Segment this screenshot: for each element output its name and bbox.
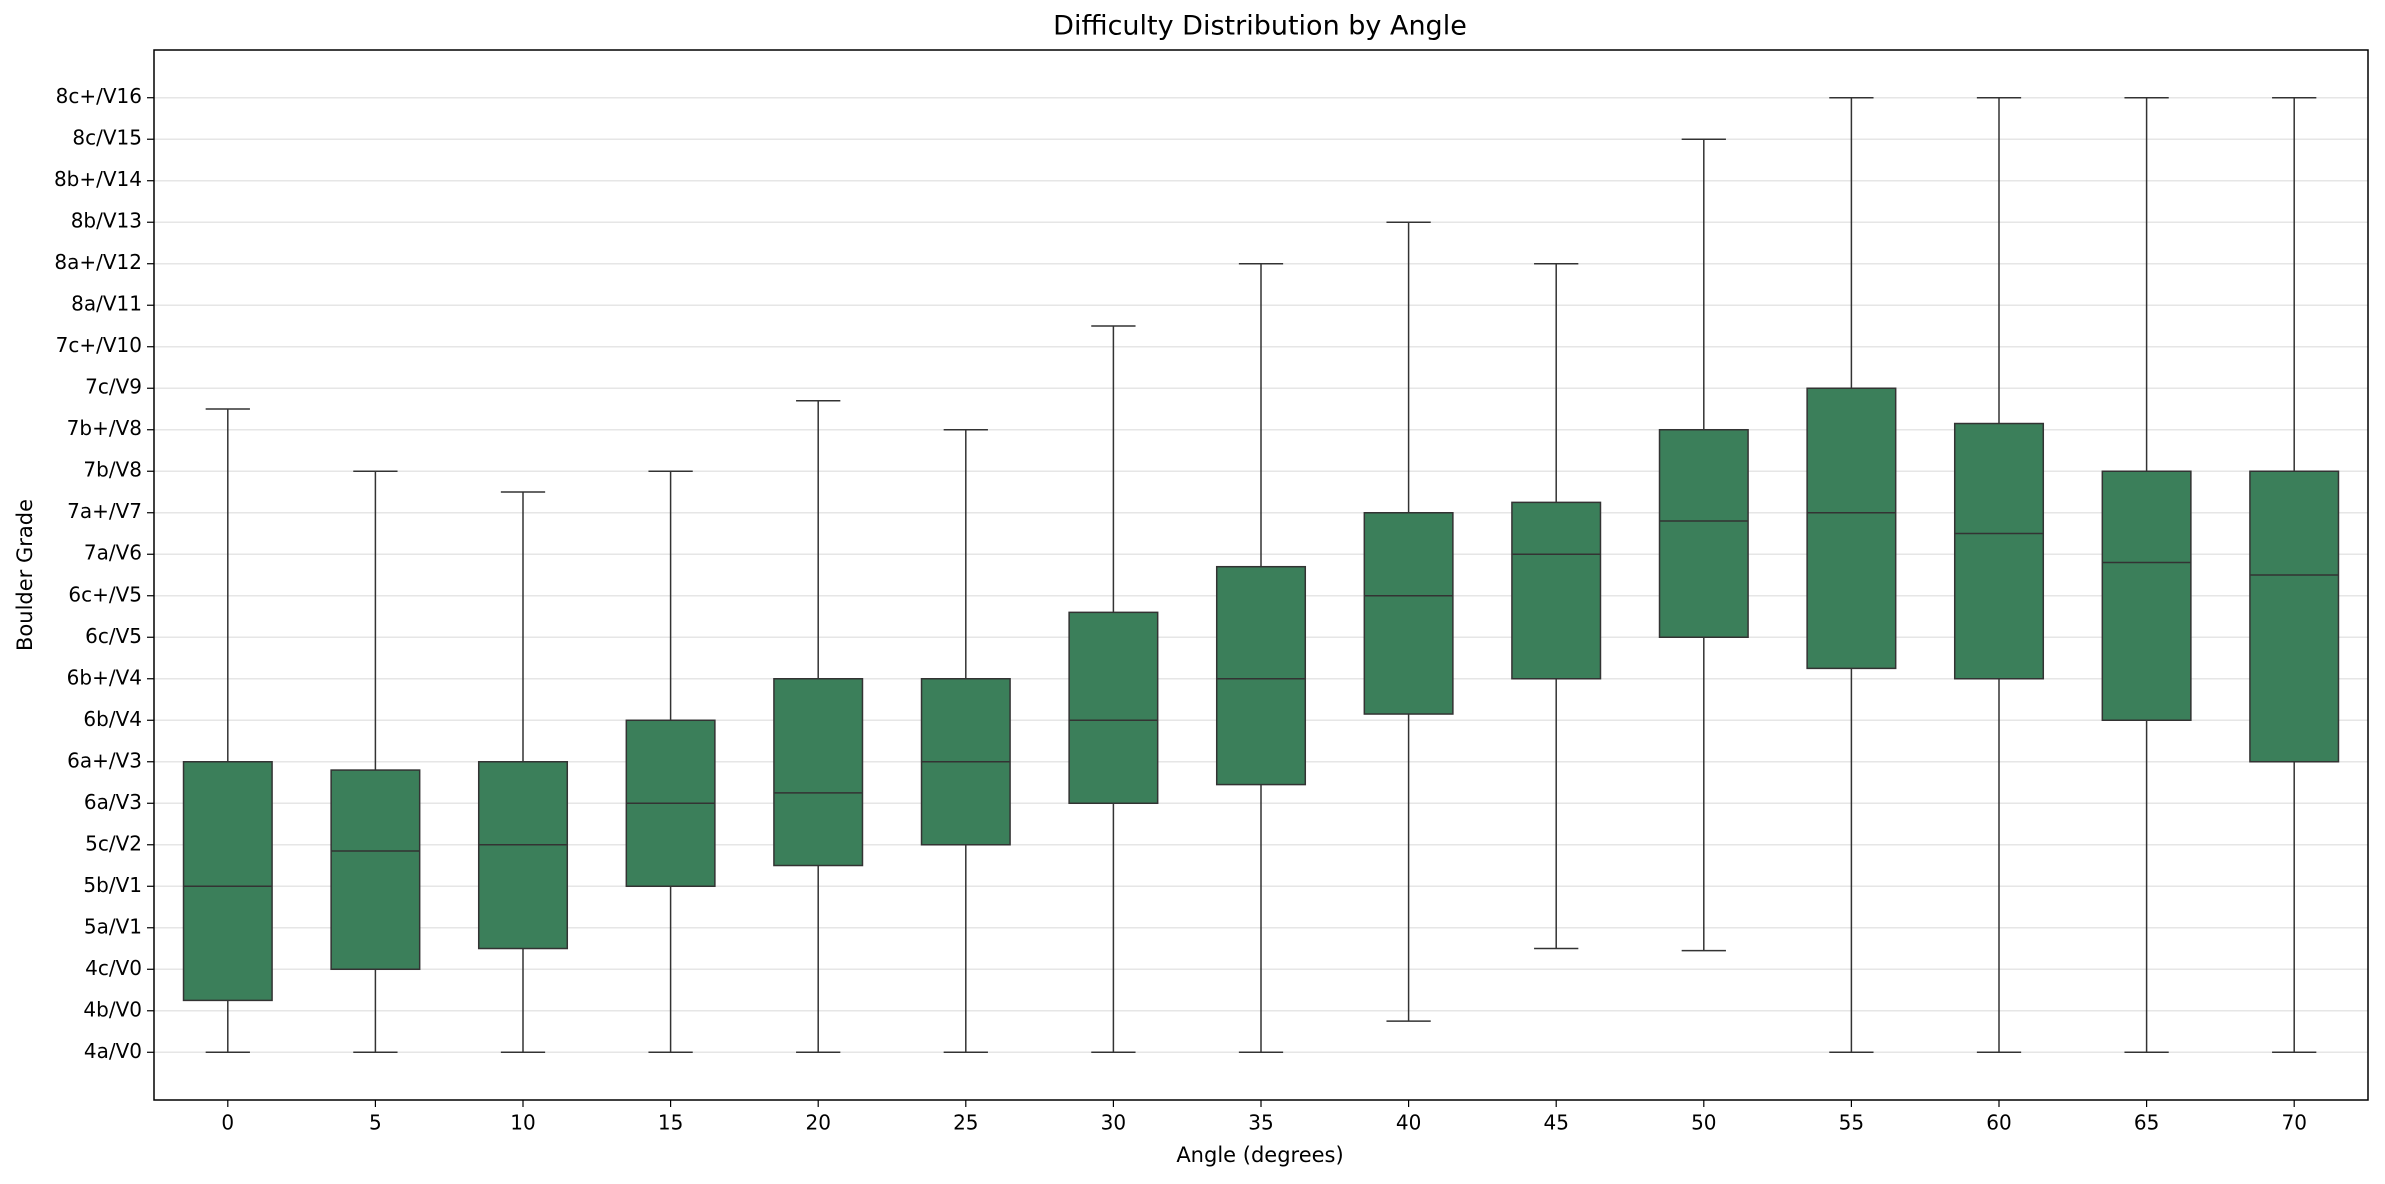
- y-tick-label: 4c/V0: [85, 956, 142, 980]
- x-tick-label: 20: [805, 1111, 830, 1135]
- y-tick-label: 7a+/V7: [67, 499, 142, 523]
- y-tick-label: 8b+/V14: [54, 167, 142, 191]
- y-tick-label: 6b+/V4: [67, 665, 142, 689]
- x-tick-label: 25: [953, 1111, 978, 1135]
- y-tick-label: 6a/V3: [84, 790, 142, 814]
- x-tick-label: 65: [2134, 1111, 2159, 1135]
- box: [2249, 470, 2340, 763]
- y-tick-label: 7b/V8: [83, 458, 142, 482]
- x-tick-label: 30: [1101, 1111, 1126, 1135]
- box: [1215, 565, 1307, 786]
- box: [1953, 422, 2045, 680]
- x-tick-label: 0: [221, 1111, 234, 1135]
- y-tick-label: 7c+/V10: [56, 333, 142, 357]
- x-tick-label: 35: [1248, 1111, 1273, 1135]
- x-tick-label: 5: [369, 1111, 382, 1135]
- x-tick-label: 60: [1986, 1111, 2011, 1135]
- box: [1511, 501, 1602, 680]
- x-tick-label: 15: [658, 1111, 683, 1135]
- box: [477, 761, 569, 950]
- y-tick-label: 7b+/V8: [67, 416, 142, 440]
- y-tick-label: 6a+/V3: [67, 748, 142, 772]
- y-tick-label: 8c/V15: [72, 126, 142, 150]
- y-tick-label: 8a/V11: [71, 292, 142, 316]
- plot-frame: [153, 49, 2369, 1101]
- y-tick-label: 8c+/V16: [56, 84, 142, 108]
- y-tick-label: 5b/V1: [83, 873, 142, 897]
- chart-title: Difficulty Distribution by Angle: [1053, 11, 1467, 42]
- y-tick-label: 4b/V0: [83, 997, 142, 1021]
- y-axis-label: Boulder Grade: [13, 499, 37, 651]
- box: [773, 678, 864, 867]
- box: [1068, 611, 1159, 805]
- y-tick-label: 5c/V2: [85, 831, 142, 855]
- x-axis-label: Angle (degrees): [1176, 1143, 1343, 1167]
- x-tick-label: 45: [1543, 1111, 1568, 1135]
- y-tick-label: 4a/V0: [84, 1039, 142, 1063]
- x-tick-label: 70: [2281, 1111, 2306, 1135]
- x-tick-label: 40: [1396, 1111, 1421, 1135]
- box: [2101, 470, 2192, 722]
- y-tick-label: 6c/V5: [85, 624, 142, 648]
- y-tick-label: 8a+/V12: [54, 250, 142, 274]
- x-tick-label: 55: [1839, 1111, 1864, 1135]
- box: [330, 769, 421, 971]
- y-tick-label: 7a/V6: [84, 541, 142, 565]
- box: [182, 761, 273, 1002]
- box: [1806, 387, 1897, 670]
- x-tick-label: 50: [1691, 1111, 1716, 1135]
- y-tick-label: 7c/V9: [85, 375, 142, 399]
- box: [1658, 428, 1749, 639]
- y-tick-label: 5a/V1: [84, 914, 142, 938]
- box: [1363, 511, 1454, 715]
- y-tick-label: 6c+/V5: [68, 582, 142, 606]
- x-tick-label: 10: [510, 1111, 535, 1135]
- y-tick-label: 6b/V4: [83, 707, 142, 731]
- y-tick-label: 8b/V13: [71, 209, 142, 233]
